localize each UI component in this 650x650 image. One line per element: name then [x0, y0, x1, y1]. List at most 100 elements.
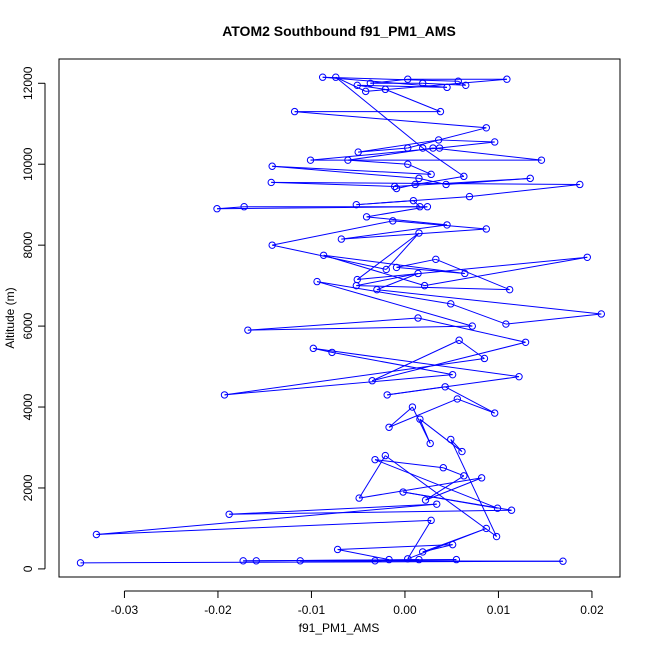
- series-line-segment: [322, 76, 459, 82]
- series-line-segment: [341, 224, 448, 240]
- data-point: [537, 156, 546, 164]
- data-point: [419, 144, 427, 152]
- data-point: [443, 83, 451, 92]
- data-point: [462, 81, 470, 90]
- series-line-segment: [356, 196, 470, 206]
- data-point: [318, 73, 327, 81]
- series-line-segment: [435, 258, 510, 291]
- series-line-segment: [385, 232, 420, 270]
- series-line-segment: [392, 220, 487, 230]
- data-point: [392, 184, 401, 193]
- series-line-segment: [335, 76, 424, 149]
- data-point: [453, 395, 462, 403]
- data-point: [436, 107, 445, 116]
- series-line-segment: [366, 216, 448, 226]
- series-line-segment: [356, 232, 420, 280]
- series-line-segment: [247, 325, 473, 331]
- series-line-segment: [323, 254, 425, 287]
- data-point: [408, 403, 417, 411]
- data-point: [373, 285, 381, 294]
- data-point: [442, 180, 450, 189]
- data-point: [383, 391, 391, 399]
- data-point: [239, 557, 247, 565]
- series-line-segment: [358, 139, 439, 153]
- data-point: [352, 200, 361, 209]
- series-line-segment: [356, 285, 510, 291]
- data-point: [468, 322, 476, 330]
- data-point: [461, 269, 469, 278]
- data-point: [213, 205, 221, 213]
- series-line-segment: [417, 317, 526, 343]
- data-point: [390, 182, 399, 191]
- data-point: [492, 532, 501, 541]
- data-point: [433, 500, 441, 508]
- data-point: [332, 73, 340, 81]
- data-point: [268, 241, 276, 249]
- data-point: [268, 162, 276, 170]
- data-point: [404, 75, 412, 83]
- series-line-segment: [388, 406, 413, 428]
- series-line-segment: [272, 165, 420, 179]
- data-point: [411, 180, 419, 189]
- series-line-segment: [425, 477, 482, 501]
- data-point: [252, 557, 260, 565]
- data-point: [415, 555, 423, 564]
- series-line-segment: [272, 165, 432, 175]
- series-line-segment: [358, 455, 386, 499]
- data-point: [493, 504, 502, 512]
- series-line-segment: [313, 347, 520, 378]
- data-point: [306, 156, 315, 164]
- data-point: [344, 156, 352, 164]
- data-point: [220, 391, 229, 399]
- data-point: [362, 213, 371, 221]
- series-line-segment: [376, 273, 419, 291]
- data-point: [92, 530, 101, 539]
- data-point: [426, 439, 434, 448]
- data-point: [448, 540, 457, 549]
- data-point: [503, 75, 511, 83]
- data-point: [454, 77, 462, 85]
- data-point: [313, 277, 321, 286]
- series-line-segment: [432, 147, 542, 161]
- data-point: [419, 548, 427, 556]
- data-point: [576, 180, 584, 189]
- data-point: [465, 192, 474, 201]
- series-line-segment: [457, 398, 495, 414]
- series-line-segment: [385, 455, 497, 537]
- data-point: [443, 221, 451, 229]
- data-point: [414, 314, 422, 322]
- data-point: [409, 196, 418, 205]
- data-point: [521, 338, 530, 346]
- series-line-segment: [407, 163, 432, 175]
- data-point: [452, 555, 461, 564]
- series-line-segment: [272, 244, 387, 270]
- data-point: [309, 344, 318, 353]
- data-point: [371, 455, 379, 464]
- data-point: [434, 136, 443, 144]
- series-line-segment: [357, 256, 588, 281]
- series-line-segment: [341, 228, 487, 240]
- data-point: [423, 203, 432, 211]
- x-tick-label: 0.01: [487, 603, 511, 617]
- data-point: [385, 555, 393, 564]
- series-line-segment: [422, 147, 465, 177]
- series-line-segment: [450, 303, 507, 325]
- series-line-segment: [387, 376, 520, 396]
- y-tick-label: 4000: [21, 393, 35, 420]
- data-point: [371, 557, 379, 565]
- series-line-segment: [374, 559, 390, 562]
- data-point: [447, 435, 455, 444]
- data-point: [225, 510, 233, 518]
- data-point: [416, 415, 424, 423]
- data-point: [502, 320, 510, 328]
- data-point: [482, 124, 490, 132]
- series-line-segment: [505, 313, 602, 325]
- series-line-segment: [450, 439, 498, 537]
- series-line-segment: [458, 339, 485, 359]
- data-point: [432, 255, 440, 264]
- data-point: [381, 85, 390, 94]
- series-line-segment: [96, 503, 437, 536]
- y-tick-label: 6000: [21, 312, 35, 339]
- series-line-segment: [316, 281, 473, 327]
